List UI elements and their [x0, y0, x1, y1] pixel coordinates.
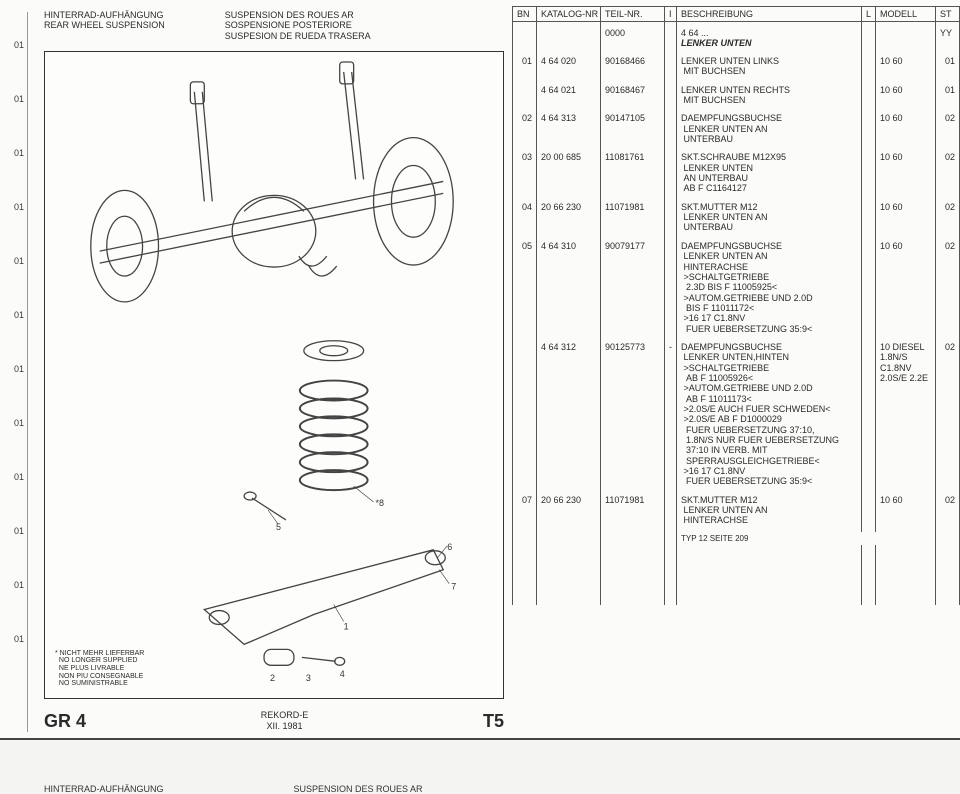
col-teil: TEIL-NR. — [601, 7, 665, 22]
title-col-2: SUSPENSION DES ROUES AR SOSPENSIONE POST… — [225, 10, 371, 41]
next-page-strip: HINTERRAD-AUFHÄNGUNG SUSPENSION DES ROUE… — [30, 784, 960, 794]
cell-st: 02 — [936, 493, 960, 528]
section-partno: 0000 — [601, 22, 665, 55]
cell-bn — [513, 340, 537, 489]
model-and-date: REKORD-E XII. 1981 — [261, 710, 309, 732]
table-row: 024 64 31390147105DAEMPFUNGSBUCHSE LENKE… — [513, 111, 960, 146]
margin-mark: 01 — [0, 418, 27, 428]
cell-st: 01 — [936, 83, 960, 108]
margin-mark: 01 — [0, 40, 27, 50]
group-code: GR 4 — [44, 711, 86, 732]
no-longer-supplied-note: * NICHT MEHR LIEFERBAR NO LONGER SUPPLIE… — [55, 650, 144, 688]
left-margin-marks: 01 01 01 01 01 01 01 01 01 01 01 01 — [0, 12, 28, 732]
cell-st: 02 — [936, 239, 960, 336]
cell-description: LENKER UNTEN LINKS MIT BUCHSEN — [677, 54, 862, 79]
table-row: 0720 66 23011071981SKT.MUTTER M12 LENKER… — [513, 493, 960, 528]
cell-st: 02 — [936, 111, 960, 146]
cell-description: DAEMPFUNGSBUCHSE LENKER UNTEN AN HINTERA… — [677, 239, 862, 336]
margin-mark: 01 — [0, 580, 27, 590]
cell-description: SKT.SCHRAUBE M12X95 LENKER UNTEN AN UNTE… — [677, 150, 862, 195]
margin-mark: 01 — [0, 148, 27, 158]
next-title-2: SUSPENSION DES ROUES AR — [294, 784, 423, 794]
table-row: 0320 00 68511081761SKT.SCHRAUBE M12X95 L… — [513, 150, 960, 195]
table-row: 0420 66 23011071981SKT.MUTTER M12 LENKER… — [513, 200, 960, 235]
cell-st: 02 — [936, 200, 960, 235]
content: HINTERRAD-AUFHÄNGUNG REAR WHEEL SUSPENSI… — [30, 0, 960, 738]
col-desc: BESCHREIBUNG — [677, 7, 862, 22]
cell-st: 02 — [936, 150, 960, 195]
col-mod: MODELL — [876, 7, 936, 22]
table-row: 4 64 31290125773-DAEMPFUNGSBUCHSE LENKER… — [513, 340, 960, 489]
table-row: 014 64 02090168466LENKER UNTEN LINKS MIT… — [513, 54, 960, 79]
title-col-1: HINTERRAD-AUFHÄNGUNG REAR WHEEL SUSPENSI… — [44, 10, 165, 41]
cell-description: DAEMPFUNGSBUCHSE LENKER UNTEN AN UNTERBA… — [677, 111, 862, 146]
section-title: 4 64 ... LENKER UNTEN — [677, 22, 862, 55]
cell-description: SKT.MUTTER M12 LENKER UNTEN AN UNTERBAU — [677, 200, 862, 235]
parts-table-panel: BN KATALOG-NR TEIL-NR. I BESCHREIBUNG L … — [512, 0, 960, 738]
svg-text:1: 1 — [344, 621, 349, 631]
cell-bn: 03 — [513, 150, 537, 195]
svg-text:5: 5 — [276, 522, 281, 532]
catalog-page: 01 01 01 01 01 01 01 01 01 01 01 01 HINTERRAD-AUFHÄ… — [0, 0, 960, 740]
diagram-box: 1 2 3 4 5 6 7 *8 — [44, 51, 504, 699]
cell-description: DAEMPFUNGSBUCHSE LENKER UNTEN,HINTEN >SC… — [677, 340, 862, 489]
cell-bn: 02 — [513, 111, 537, 146]
model-name: REKORD-E — [261, 710, 309, 721]
table-header-row: BN KATALOG-NR TEIL-NR. I BESCHREIBUNG L … — [513, 7, 960, 22]
margin-mark: 01 — [0, 526, 27, 536]
svg-text:*8: *8 — [376, 498, 384, 508]
cell-bn: 05 — [513, 239, 537, 336]
cell-bn: 01 — [513, 54, 537, 79]
typ-note-row: TYP 12 SEITE 209 — [513, 532, 960, 545]
margin-mark: 01 — [0, 256, 27, 266]
col-bn: BN — [513, 7, 537, 22]
svg-text:4: 4 — [340, 669, 345, 679]
cell-bn — [513, 83, 537, 108]
page-code: T5 — [483, 711, 504, 732]
col-st: ST — [936, 7, 960, 22]
col-l: L — [862, 7, 876, 22]
catalog-date: XII. 1981 — [261, 721, 309, 732]
margin-mark: 01 — [0, 310, 27, 320]
svg-text:6: 6 — [447, 542, 452, 552]
margin-mark: 01 — [0, 364, 27, 374]
cell-description: LENKER UNTEN RECHTS MIT BUCHSEN — [677, 83, 862, 108]
parts-table: BN KATALOG-NR TEIL-NR. I BESCHREIBUNG L … — [512, 6, 960, 605]
cell-st: 01 — [936, 54, 960, 79]
section-header-row: 0000 4 64 ... LENKER UNTEN YY — [513, 22, 960, 55]
col-i: I — [665, 7, 677, 22]
section-st: YY — [936, 22, 960, 55]
margin-mark: 01 — [0, 634, 27, 644]
footer-row: GR 4 REKORD-E XII. 1981 T5 — [44, 710, 504, 732]
margin-mark: 01 — [0, 472, 27, 482]
suspension-diagram: 1 2 3 4 5 6 7 *8 — [45, 52, 503, 697]
col-kat: KATALOG-NR — [537, 7, 601, 22]
svg-text:3: 3 — [306, 673, 311, 683]
left-panel: HINTERRAD-AUFHÄNGUNG REAR WHEEL SUSPENSI… — [30, 0, 512, 738]
cell-bn: 04 — [513, 200, 537, 235]
table-row: 4 64 02190168467LENKER UNTEN RECHTS MIT … — [513, 83, 960, 108]
typ-note: TYP 12 SEITE 209 — [677, 532, 936, 545]
title-block: HINTERRAD-AUFHÄNGUNG REAR WHEEL SUSPENSI… — [44, 10, 502, 41]
margin-mark: 01 — [0, 94, 27, 104]
cell-description: SKT.MUTTER M12 LENKER UNTEN AN HINTERACH… — [677, 493, 862, 528]
table-row: 054 64 31090079177DAEMPFUNGSBUCHSE LENKE… — [513, 239, 960, 336]
svg-text:7: 7 — [451, 582, 456, 592]
next-title-1: HINTERRAD-AUFHÄNGUNG — [44, 784, 164, 794]
cell-st: 02 — [936, 340, 960, 489]
cell-bn: 07 — [513, 493, 537, 528]
svg-text:2: 2 — [270, 673, 275, 683]
margin-mark: 01 — [0, 202, 27, 212]
